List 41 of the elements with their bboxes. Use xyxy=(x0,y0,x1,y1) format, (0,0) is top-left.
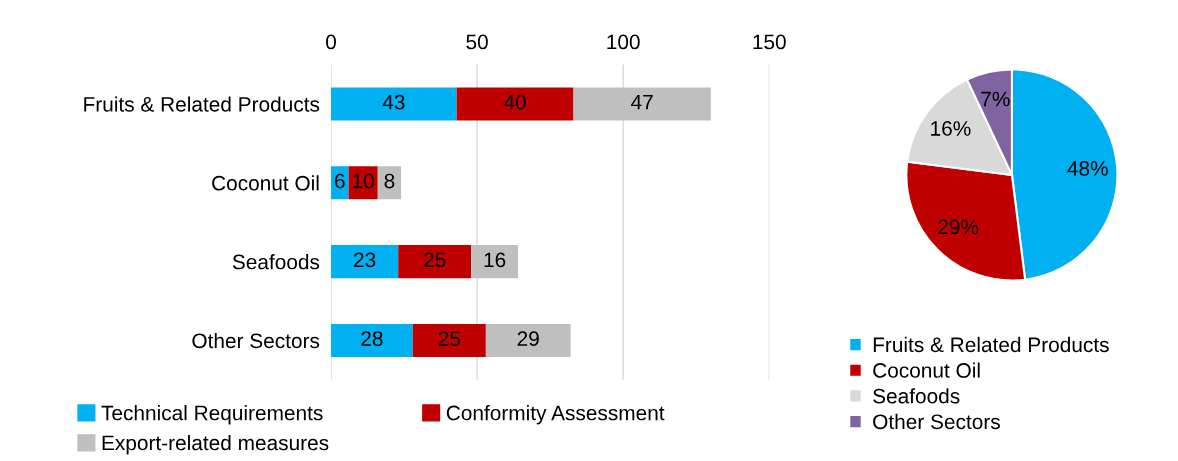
legend-label: Other Sectors xyxy=(873,413,1000,430)
x-tick-label: 150 xyxy=(753,34,786,50)
data-label: 29% xyxy=(938,219,979,235)
data-label: 40 xyxy=(503,94,526,110)
legend-label: Fruits & Related Products xyxy=(873,336,1109,353)
bar xyxy=(331,245,399,279)
data-label: 48% xyxy=(1067,161,1108,176)
bar xyxy=(377,166,402,200)
legend-label: Conformity Assessment xyxy=(446,405,665,425)
data-label: 43 xyxy=(382,94,405,110)
bar xyxy=(456,87,574,121)
data-label: 29 xyxy=(517,331,539,347)
legend-label: Seafoods xyxy=(873,388,960,404)
bar xyxy=(331,87,457,121)
data-label: 6 xyxy=(335,173,345,189)
x-tick-label: 100 xyxy=(607,34,640,50)
data-label: 47 xyxy=(631,95,653,110)
legend-label: Export-related measures xyxy=(102,434,329,455)
y-tick-label: Fruits & Related Products xyxy=(84,96,320,112)
legend-label: Coconut Oil xyxy=(873,362,980,378)
data-label: 7% xyxy=(981,91,1010,107)
bar xyxy=(573,87,711,121)
x-tick-label: 50 xyxy=(466,34,488,50)
y-tick-label: Other Sectors xyxy=(192,332,320,349)
bar xyxy=(485,323,571,357)
x-tick-label: 0 xyxy=(326,34,336,50)
data-label: 10 xyxy=(353,173,374,189)
data-label: 8 xyxy=(384,173,395,189)
bar xyxy=(331,323,413,357)
data-label: 28 xyxy=(361,331,383,347)
data-label: 16 xyxy=(484,252,506,268)
data-label: 25 xyxy=(424,252,446,268)
data-label: 25 xyxy=(438,331,461,347)
y-tick-label: Seafoods xyxy=(232,254,320,270)
y-tick-label: Coconut Oil xyxy=(212,175,319,191)
bar xyxy=(412,323,486,357)
legend-label: Technical Requirements xyxy=(101,405,323,425)
bar xyxy=(398,245,472,279)
data-label: 23 xyxy=(354,252,376,268)
bar xyxy=(471,245,518,279)
data-label: 16% xyxy=(931,121,971,136)
